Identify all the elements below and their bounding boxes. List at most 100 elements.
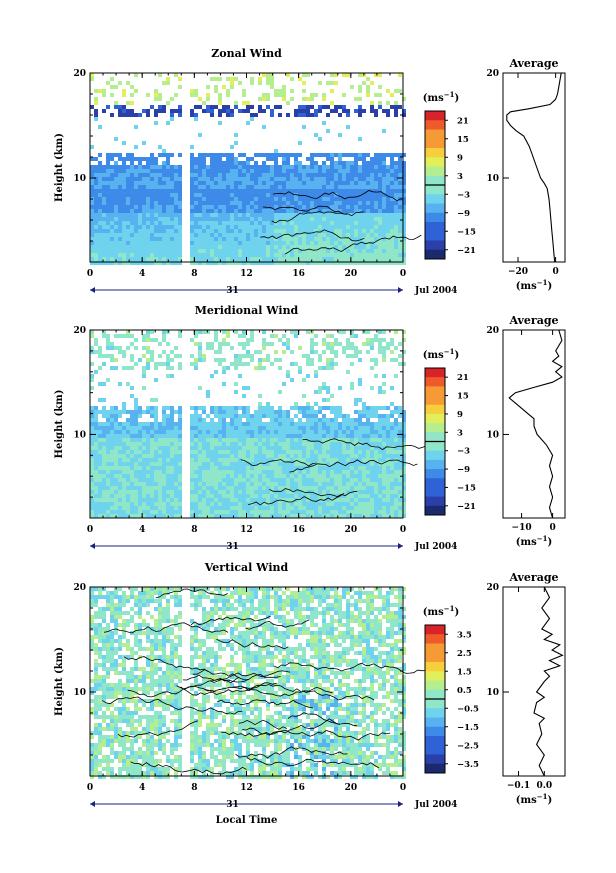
colorbar-segment [425,763,445,774]
colorbar-segment [425,708,445,718]
y-tick-label: 10 [73,174,86,184]
profile-frame [502,586,566,777]
day-label: 31 [226,286,239,296]
colorbar-tick-label: 2.5 [457,649,472,659]
x-tick-label: 4 [139,269,145,279]
colorbar-segment [425,148,445,158]
x-tick-label: 20 [345,269,358,279]
x-tick-label: 12 [240,525,253,535]
day-label: 31 [226,542,239,552]
colorbar-segment [425,212,445,223]
colorbar-segment [425,175,445,186]
x-tick-label: 0 [87,783,93,793]
colorbar-segment [425,754,445,765]
profile-x-tick-label: −0.1 [507,781,530,791]
x-tick-label: 12 [240,783,253,793]
panel-title: Vertical Wind [204,561,289,574]
colorbar-segment [425,717,445,728]
profile-frame [502,329,566,519]
colorbar-tick-label: −15 [457,483,476,493]
profile-unit: (ms−1) [516,792,552,806]
profile-y-tick-label: 20 [486,69,499,79]
colorbar-segment [425,662,445,672]
colorbar-segment [425,487,445,498]
colorbar-tick-label: 15 [457,392,469,402]
day-axis-arrow-right [398,543,403,549]
colorbar-tick-label: −3.5 [457,760,479,770]
contour-lines [240,438,427,506]
colorbar-segment [425,138,445,149]
colorbar-segment [425,404,445,415]
profile-y-tick-label: 20 [486,583,499,593]
colorbar-tick-label: −15 [457,227,476,237]
x-tick-label: 16 [292,783,305,793]
colorbar-tick-label: 21 [457,373,469,383]
profile-x-tick-label: 0.0 [536,781,552,791]
x-tick-label: 4 [139,783,145,793]
colorbar-segment [425,240,445,251]
colorbar-tick-label: 3.5 [457,630,472,640]
colorbar-tick-label: −2.5 [457,741,479,751]
colorbar-segment [425,745,445,755]
colorbar-segment [425,157,445,167]
date-label: Jul 2004 [414,286,457,296]
colorbar-segment [425,625,445,635]
panel-title: Meridional Wind [195,304,299,317]
x-tick-label: 0 [400,525,406,535]
day-axis-arrow-right [398,287,403,293]
y-axis-label: Height (km) [54,390,65,459]
colorbar-segment [425,478,445,488]
profile-y-tick-label: 10 [486,174,499,184]
colorbar-segment [425,120,445,130]
colorbar-tick-label: −21 [457,246,476,256]
colorbar-segment [425,386,445,397]
x-tick-label: 0 [87,525,93,535]
x-tick-label: 0 [400,783,406,793]
x-tick-label: 20 [345,525,358,535]
profile-y-tick-label: 10 [486,688,499,698]
colorbar-tick-label: −0.5 [457,704,479,714]
colorbar-segment [425,634,445,644]
panel-3: Vertical Wind 0 4 8 12 16 20 0 10 20 Height (km) 31… [54,561,566,810]
day-axis-arrow-left [90,543,95,549]
date-label: Jul 2004 [414,542,457,552]
heatmap-field [90,330,406,518]
colorbar-tick-label: −3 [457,190,470,200]
x-tick-label: 20 [345,783,358,793]
profile-title: Average [508,571,558,584]
colorbar-segment [425,496,445,507]
profile-unit: (ms−1) [516,278,552,292]
y-tick-label: 10 [73,430,86,440]
panel-title: Zonal Wind [211,47,282,60]
colorbar-tick-label: −9 [457,465,470,475]
profile-line [533,586,564,777]
y-axis-label: Height (km) [54,133,65,202]
colorbar-segment [425,699,445,709]
colorbar-segment [425,726,445,737]
colorbar-tick-label: 1.5 [457,667,472,677]
x-tick-label: 0 [400,269,406,279]
x-axis-label: Local Time [216,815,278,826]
profile-title: Average [508,314,558,327]
x-tick-label: 8 [191,783,197,793]
colorbar-segment [425,222,445,232]
x-tick-label: 16 [292,269,305,279]
colorbar-segment [425,689,445,700]
colorbar-segment [425,413,445,424]
colorbar-tick-label: 21 [457,116,469,126]
heatmap-field [90,587,406,779]
colorbar-tick-label: −3 [457,447,470,457]
colorbar-segment [425,368,445,378]
contour-lines [101,588,426,775]
colorbar-segment [425,441,445,452]
panel-1: Zonal Wind 0 4 8 12 16 20 0 10 20 Height (km) 31 Jul… [54,47,566,296]
profile-x-tick-label: 0 [549,523,555,533]
y-tick-label: 20 [73,69,86,79]
colorbar-tick-label: 9 [457,153,463,163]
date-label: Jul 2004 [414,800,457,810]
day-axis-arrow-left [90,287,95,293]
colorbar-segment [425,459,445,470]
profile-title: Average [508,57,558,70]
colorbar-unit: (ms−1) [423,90,459,104]
